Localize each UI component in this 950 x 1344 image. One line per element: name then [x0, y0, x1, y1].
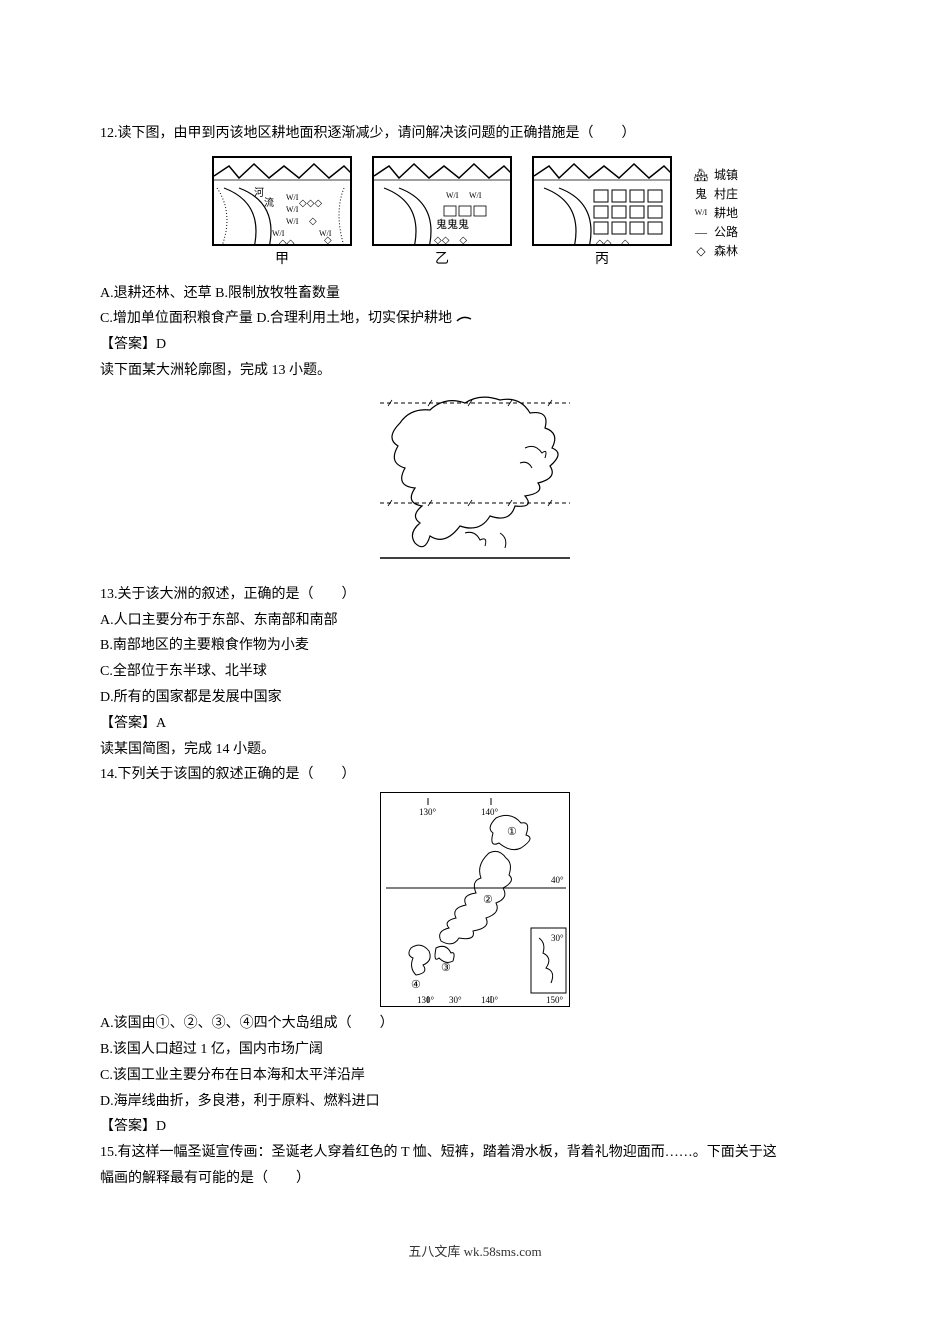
svg-text:◇◇ ◇: ◇◇ ◇: [434, 235, 467, 246]
q15-line2: 幅画的解释最有可能的是（ ）: [100, 1167, 850, 1191]
svg-text:◇◇: ◇◇: [279, 238, 295, 246]
q12-answer-label: 【答案】: [100, 337, 156, 352]
legend-road-label: 公路: [714, 223, 738, 242]
japan-map: 130° 140° 40° 30° ① ② ③ ④ 130° 30° 140° …: [380, 792, 570, 1007]
diagram-yi: W/I W/I 鬼鬼鬼 ◇◇ ◇: [372, 156, 512, 246]
page-footer: 五八文库 wk.58sms.com: [100, 1241, 850, 1263]
legend-forest-icon: ◇: [692, 242, 710, 261]
q15-line1: 15.有这样一幅圣诞宣传画：圣诞老人穿着红色的 T 恤、短裤，踏着滑水板，背着礼…: [100, 1141, 850, 1165]
q14-opt-a: A.该国由①、②、③、④四个大岛组成（ ）: [100, 1012, 850, 1036]
q12-opt-a: A.退耕还林、还草: [100, 286, 212, 301]
svg-text:鬼鬼鬼: 鬼鬼鬼: [436, 217, 469, 231]
country-intro: 读某国简图，完成 14 小题。: [100, 738, 850, 762]
svg-text:W/I: W/I: [286, 217, 299, 226]
q14-answer-value: D: [156, 1119, 166, 1134]
q12-options-ab: A.退耕还林、还草 B.限制放牧牲畜数量: [100, 282, 850, 306]
asia-map: [370, 388, 580, 573]
legend-forest-label: 森林: [714, 242, 738, 261]
legend-farmland-icon: W/I: [692, 207, 710, 220]
map-lon140b: 140°: [481, 995, 499, 1005]
map-lon150: 150°: [546, 995, 564, 1005]
legend-village-icon: 鬼: [692, 185, 710, 204]
q12-answer: 【答案】D: [100, 333, 850, 357]
map-lat30b: 30°: [551, 933, 564, 943]
legend-village-label: 村庄: [714, 185, 738, 204]
q13-answer-label: 【答案】: [100, 716, 156, 731]
diagram-jia-label: 甲: [275, 248, 289, 272]
q12-opt-d: D.合理利用土地，切实保护耕地: [256, 311, 452, 326]
svg-text:W/I: W/I: [286, 205, 299, 214]
map-circle4: ④: [411, 979, 421, 991]
map-lon130a: 130°: [419, 807, 437, 817]
map-circle1: ①: [507, 826, 517, 838]
svg-text:◇: ◇: [309, 216, 317, 227]
q13-opt-a: A.人口主要分布于东部、东南部和南部: [100, 609, 850, 633]
q13-prompt: 13.关于该大洲的叙述，正确的是（ ）: [100, 583, 850, 607]
map-circle3: ③: [441, 962, 451, 974]
q13-opt-b: B.南部地区的主要粮食作物为小麦: [100, 634, 850, 658]
q12-prompt: 12.读下图，由甲到丙该地区耕地面积逐渐减少，请问解决该问题的正确措施是（ ）: [100, 122, 850, 146]
svg-text:河: 河: [254, 187, 264, 199]
correction-mark-icon: [455, 313, 473, 325]
q14-prompt: 14.下列关于该国的叙述正确的是（ ）: [100, 763, 850, 787]
q14-opt-b: B.该国人口超过 1 亿，国内市场广阔: [100, 1038, 850, 1062]
svg-text:◇: ◇: [324, 235, 332, 246]
map-circle2: ②: [483, 894, 493, 906]
q12-legend: 🏘城镇 鬼村庄 W/I 耕地 —公路 ◇森林: [692, 166, 738, 262]
q13-opt-d: D.所有的国家都是发展中国家: [100, 686, 850, 710]
diagram-yi-label: 乙: [435, 248, 449, 272]
diagram-bing-box: ◇◇ ◇ 丙: [532, 156, 672, 272]
q14-answer-label: 【答案】: [100, 1119, 156, 1134]
q14-opt-d: D.海岸线曲折，多良港，利于原料、燃料进口: [100, 1090, 850, 1114]
map-lat30: 30°: [449, 995, 462, 1005]
diagram-bing: ◇◇ ◇: [532, 156, 672, 246]
legend-town-label: 城镇: [714, 166, 738, 185]
q12-options-cd: C.增加单位面积粮食产量 D.合理利用土地，切实保护耕地: [100, 307, 850, 331]
svg-text:W/I: W/I: [446, 191, 459, 200]
legend-farmland-label: 耕地: [714, 204, 738, 223]
q12-answer-value: D: [156, 337, 166, 352]
map-lon140a: 140°: [481, 807, 499, 817]
legend-town-icon: 🏘: [692, 166, 710, 185]
svg-text:◇◇ ◇: ◇◇ ◇: [596, 238, 629, 246]
q13-answer: 【答案】A: [100, 712, 850, 736]
q14-opt-c: C.该国工业主要分布在日本海和太平洋沿岸: [100, 1064, 850, 1088]
svg-text:流: 流: [264, 196, 274, 209]
continent-intro: 读下面某大洲轮廓图，完成 13 小题。: [100, 359, 850, 383]
diagram-yi-box: W/I W/I 鬼鬼鬼 ◇◇ ◇ 乙: [372, 156, 512, 272]
map-lat40: 40°: [551, 875, 564, 885]
diagram-jia-box: 河 流 W/I W/I ◇◇◇ W/I ◇ W/I W/I ◇◇ ◇ 甲: [212, 156, 352, 272]
q12-opt-b: B.限制放牧牲畜数量: [215, 286, 340, 301]
svg-text:W/I: W/I: [469, 191, 482, 200]
q13-opt-c: C.全部位于东半球、北半球: [100, 660, 850, 684]
map-lon130b: 130°: [417, 995, 435, 1005]
q14-answer: 【答案】D: [100, 1115, 850, 1139]
q13-answer-value: A: [156, 716, 166, 731]
svg-text:W/I: W/I: [286, 193, 299, 202]
svg-text:W/I: W/I: [272, 229, 285, 238]
legend-road-icon: —: [692, 223, 710, 242]
q12-opt-c: C.增加单位面积粮食产量: [100, 311, 253, 326]
q12-diagrams-row: 河 流 W/I W/I ◇◇◇ W/I ◇ W/I W/I ◇◇ ◇ 甲: [100, 156, 850, 272]
diagram-jia: 河 流 W/I W/I ◇◇◇ W/I ◇ W/I W/I ◇◇ ◇: [212, 156, 352, 246]
svg-text:◇◇◇: ◇◇◇: [299, 198, 322, 209]
diagram-bing-label: 丙: [595, 248, 609, 272]
